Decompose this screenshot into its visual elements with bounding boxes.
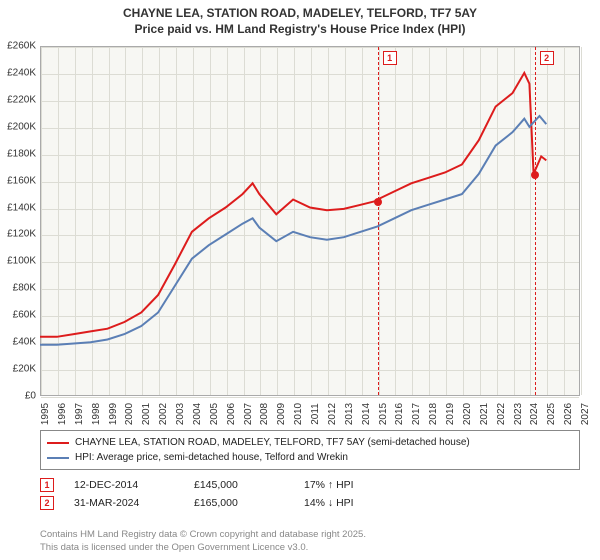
chart-area: 12 £0£20K£40K£60K£80K£100K£120K£140K£160…	[40, 46, 580, 396]
sale-date: 12-DEC-2014	[74, 479, 174, 491]
x-axis-tick: 2014	[361, 403, 372, 425]
x-axis-tick: 2002	[158, 403, 169, 425]
x-axis-tick: 2001	[141, 403, 152, 425]
y-axis-tick: £260K	[0, 41, 36, 52]
legend-label: HPI: Average price, semi-detached house,…	[75, 450, 348, 465]
legend-item: HPI: Average price, semi-detached house,…	[47, 450, 573, 465]
x-axis-tick: 2013	[344, 403, 355, 425]
x-axis-tick: 2023	[513, 403, 524, 425]
x-axis-tick: 2000	[124, 403, 135, 425]
series-line	[40, 73, 546, 337]
sale-diff: 14% ↓ HPI	[304, 497, 394, 509]
legend-label: CHAYNE LEA, STATION ROAD, MADELEY, TELFO…	[75, 435, 470, 450]
x-axis-tick: 2026	[563, 403, 574, 425]
sale-diff: 17% ↑ HPI	[304, 479, 394, 491]
y-axis-tick: £220K	[0, 94, 36, 105]
y-axis-tick: £60K	[0, 310, 36, 321]
x-axis-tick: 2011	[310, 403, 321, 425]
sales-table: 1 12-DEC-2014 £145,000 17% ↑ HPI 2 31-MAR-202…	[40, 474, 580, 510]
y-axis-tick: £80K	[0, 283, 36, 294]
y-axis-tick: £40K	[0, 337, 36, 348]
title-line-1: CHAYNE LEA, STATION ROAD, MADELEY, TELFO…	[0, 6, 600, 22]
x-axis-tick: 2018	[428, 403, 439, 425]
sale-marker: 2	[40, 496, 54, 510]
x-axis-tick: 2016	[394, 403, 405, 425]
x-axis-tick: 1999	[108, 403, 119, 425]
y-axis-tick: £180K	[0, 148, 36, 159]
sale-marker: 1	[40, 478, 54, 492]
x-axis-tick: 2004	[192, 403, 203, 425]
footer-line-2: This data is licensed under the Open Gov…	[40, 542, 580, 554]
x-axis-tick: 2012	[327, 403, 338, 425]
x-axis-tick: 2007	[243, 403, 254, 425]
y-axis-tick: £100K	[0, 256, 36, 267]
x-axis-tick: 2017	[411, 403, 422, 425]
chart-svg	[40, 46, 580, 396]
sale-price: £165,000	[194, 497, 284, 509]
legend-swatch	[47, 442, 69, 444]
x-axis-tick: 2015	[378, 403, 389, 425]
y-axis-tick: £160K	[0, 175, 36, 186]
title-line-2: Price paid vs. HM Land Registry's House …	[0, 22, 600, 38]
x-axis-tick: 2003	[175, 403, 186, 425]
x-axis-tick: 2010	[293, 403, 304, 425]
sale-row: 2 31-MAR-2024 £165,000 14% ↓ HPI	[40, 496, 580, 510]
x-axis-tick: 2020	[462, 403, 473, 425]
x-axis-tick: 2008	[259, 403, 270, 425]
footer-line-1: Contains HM Land Registry data © Crown c…	[40, 529, 580, 541]
y-axis-tick: £0	[0, 391, 36, 402]
legend-item: CHAYNE LEA, STATION ROAD, MADELEY, TELFO…	[47, 435, 573, 450]
y-axis-tick: £120K	[0, 229, 36, 240]
x-axis-tick: 2005	[209, 403, 220, 425]
legend-swatch	[47, 457, 69, 459]
sale-date: 31-MAR-2024	[74, 497, 174, 509]
x-axis-tick: 2006	[226, 403, 237, 425]
x-axis-tick: 2019	[445, 403, 456, 425]
x-axis-tick: 2024	[529, 403, 540, 425]
x-axis-tick: 1996	[57, 403, 68, 425]
y-axis-tick: £140K	[0, 202, 36, 213]
x-axis-tick: 1995	[40, 403, 51, 425]
x-axis-tick: 2025	[546, 403, 557, 425]
x-axis-tick: 2022	[496, 403, 507, 425]
series-line	[40, 116, 546, 345]
footer: Contains HM Land Registry data © Crown c…	[40, 529, 580, 554]
y-axis-tick: £240K	[0, 67, 36, 78]
legend: CHAYNE LEA, STATION ROAD, MADELEY, TELFO…	[40, 430, 580, 470]
x-axis-tick: 2021	[479, 403, 490, 425]
x-axis-tick: 2027	[580, 403, 591, 425]
sale-row: 1 12-DEC-2014 £145,000 17% ↑ HPI	[40, 478, 580, 492]
x-axis-tick: 1998	[91, 403, 102, 425]
y-axis-tick: £200K	[0, 121, 36, 132]
sale-price: £145,000	[194, 479, 284, 491]
x-axis-tick: 1997	[74, 403, 85, 425]
y-axis-tick: £20K	[0, 364, 36, 375]
x-axis-tick: 2009	[276, 403, 287, 425]
chart-title: CHAYNE LEA, STATION ROAD, MADELEY, TELFO…	[0, 0, 600, 39]
